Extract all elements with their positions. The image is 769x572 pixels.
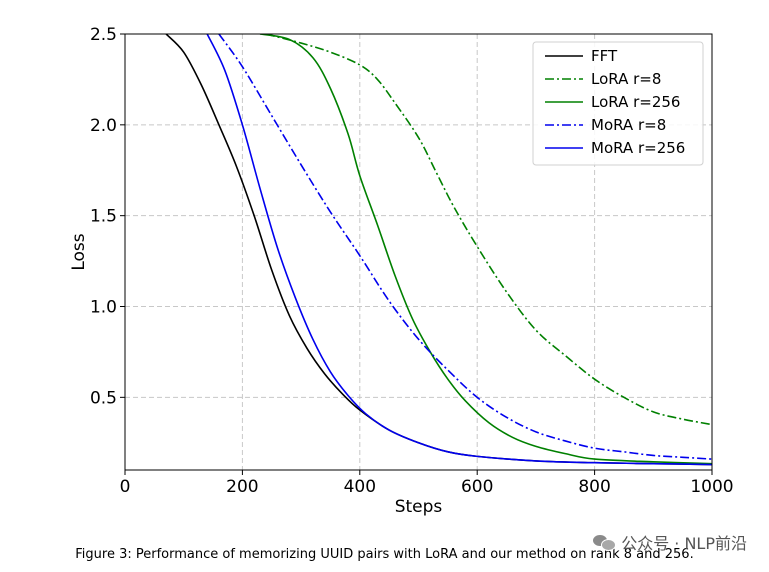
x-tick-label: 800	[578, 477, 610, 497]
x-tick-label: 200	[226, 477, 258, 497]
y-tick-label: 1.0	[90, 298, 117, 318]
legend-label: LoRA r=256	[591, 93, 680, 111]
x-tick-label: 1000	[690, 477, 733, 497]
series-line-3	[218, 34, 712, 460]
loss-chart: 0 200 400 600 800 1000 0.5 1.0 1.5 2.0 2.5 Steps L…	[69, 25, 734, 517]
wechat-icon	[593, 533, 617, 551]
figure-caption: Figure 3: Performance of memorizing UUID…	[75, 547, 694, 562]
y-tick-label: 1.5	[90, 207, 117, 227]
axes-frame	[124, 33, 713, 471]
y-tick-label: 2.5	[90, 25, 117, 45]
legend-label: MoRA r=8	[591, 116, 666, 134]
series-line-4	[206, 34, 712, 466]
y-tick-label: 0.5	[90, 388, 117, 408]
series-line-1	[265, 34, 712, 426]
legend: FFT LoRA r=8 LoRA r=256 MoRA r=8 MoRA r=256	[532, 41, 704, 166]
watermark-text: 公众号 · NLP前沿	[621, 534, 747, 553]
y-axis-label: Loss	[69, 233, 89, 270]
ticks: 0 200 400 600 800 1000 0.5 1.0 1.5 2.0 2.5	[90, 25, 734, 497]
x-tick-label: 0	[120, 477, 131, 497]
y-tick-label: 2.0	[90, 116, 117, 136]
x-axis-label: Steps	[395, 497, 443, 517]
x-tick-label: 600	[461, 477, 493, 497]
x-tick-label: 400	[344, 477, 376, 497]
legend-box	[532, 41, 704, 166]
legend-label: MoRA r=256	[591, 139, 685, 157]
legend-label: LoRA r=8	[591, 70, 661, 88]
watermark: 公众号 · NLP前沿	[593, 530, 747, 554]
legend-label: FFT	[591, 47, 618, 65]
plot-area	[165, 34, 712, 466]
